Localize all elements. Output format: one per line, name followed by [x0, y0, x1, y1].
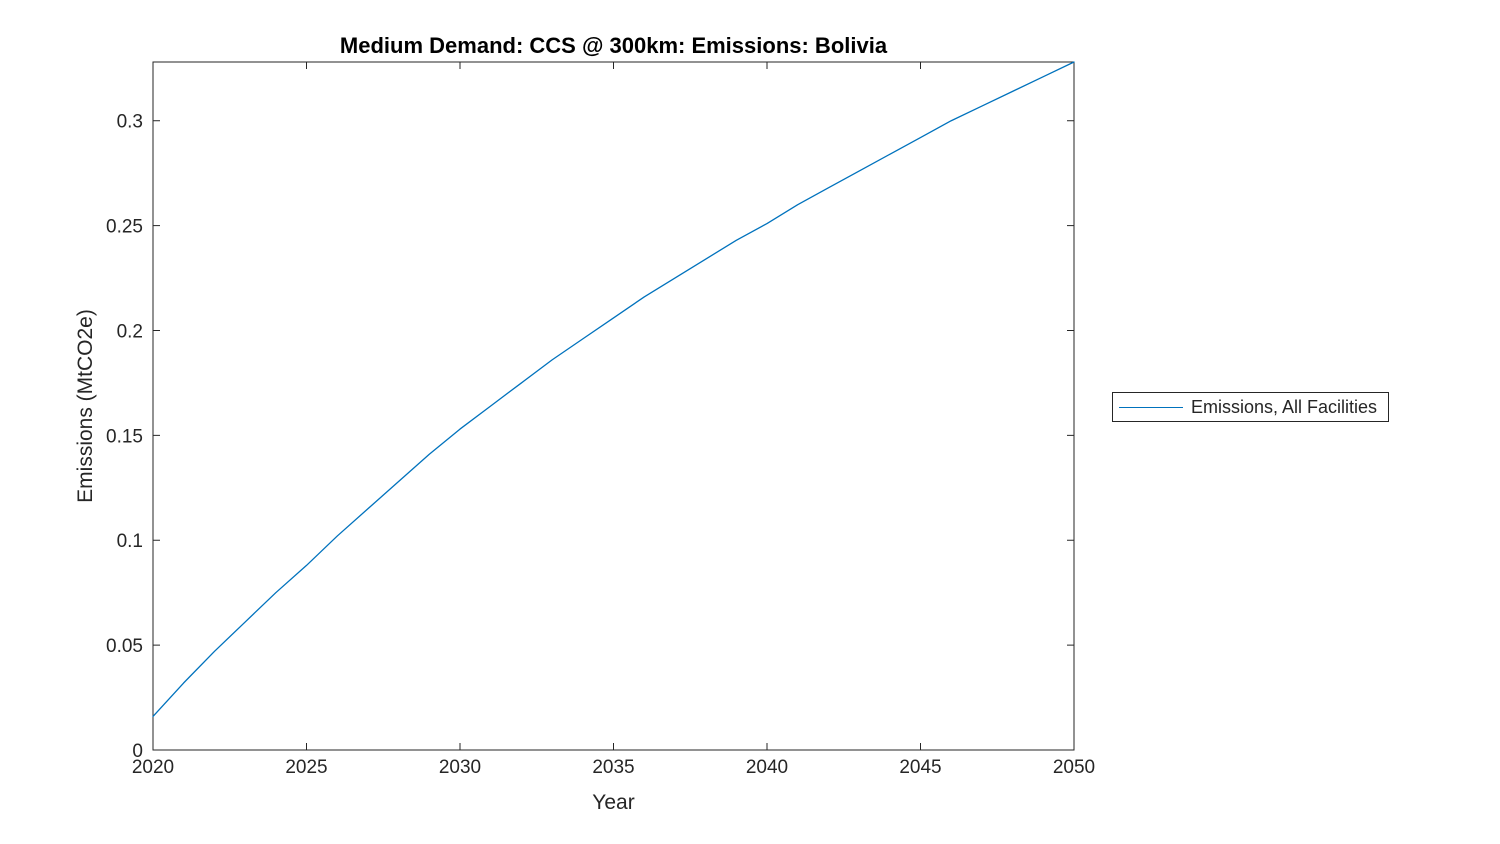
y-tick-label: 0 [132, 741, 143, 762]
y-tick-label: 0.05 [106, 636, 143, 657]
x-axis-label: Year [592, 791, 635, 814]
legend-line-sample [1119, 406, 1183, 408]
y-tick-label: 0.2 [117, 321, 143, 342]
y-tick-label: 0.15 [106, 426, 143, 447]
x-tick-label: 2045 [899, 757, 941, 778]
y-tick-label: 0.1 [117, 531, 143, 552]
x-tick-label: 2030 [439, 757, 481, 778]
y-tick-label: 0.3 [117, 112, 143, 133]
y-tick-label: 0.25 [106, 217, 143, 238]
chart-title: Medium Demand: CCS @ 300km: Emissions: B… [339, 33, 888, 58]
y-axis-label: Emissions (MtCO2e) [74, 309, 97, 503]
x-tick-label: 2040 [746, 757, 788, 778]
legend: Emissions, All Facilities [1112, 392, 1389, 422]
x-tick-label: 2025 [285, 757, 327, 778]
x-tick-label: 2035 [592, 757, 634, 778]
series-line [152, 61, 1075, 718]
legend-entry-label: Emissions, All Facilities [1191, 396, 1378, 417]
x-tick-label: 2050 [1053, 757, 1095, 778]
axes-box [152, 61, 1075, 751]
x-tick-label: 2020 [132, 757, 174, 778]
